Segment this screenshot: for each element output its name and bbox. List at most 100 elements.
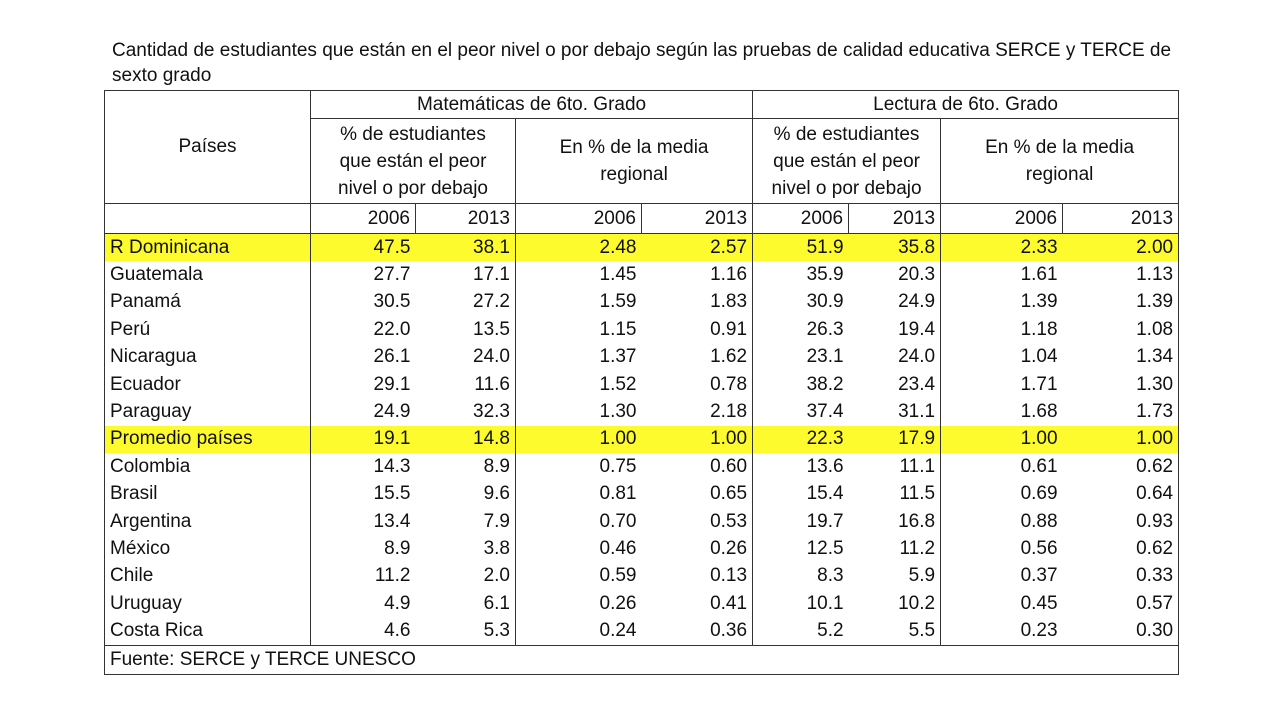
table-row: Panamá 30.5 27.2 1.59 1.83 30.9 24.9 1.39 1.39	[104, 288, 1180, 317]
value-cell: 16.8	[848, 507, 942, 536]
value-cell: 0.56	[1020, 537, 1058, 559]
value-cell: 10.1	[806, 592, 844, 614]
value-cell: 24.0	[848, 343, 942, 371]
value-cell: 30.9	[806, 291, 844, 313]
value-cell: 22.0	[373, 318, 411, 340]
table-row: Promedio países 19.1 14.8 1.00 1.00 22.3 17.9 1…	[104, 425, 1180, 454]
table-row: Colombia 14.3 8.9 0.75 0.60 13.6 11.1 0.61 0.62	[104, 453, 1180, 481]
value-cell: 0.24	[599, 620, 637, 642]
header-text-line: % de estudiantes	[340, 123, 486, 145]
value-cell: 1.37	[599, 346, 637, 368]
value-cell: 1.73	[1062, 398, 1180, 426]
value-cell: 1.34	[1062, 343, 1180, 371]
table-row: R Dominicana 47.5 38.1 2.48 2.57 51.9 35.8 2.33…	[104, 233, 1180, 262]
value-cell: 10.2	[848, 590, 942, 618]
country-cell: Ecuador	[104, 370, 311, 399]
table-row: Perú 22.0 13.5 1.15 0.91 26.3 19.4 1.18 1.08	[104, 316, 1180, 344]
value-cell: 7.9	[415, 507, 516, 536]
value-cell: 1.18	[1020, 318, 1058, 340]
value-cell: 26.3	[806, 318, 844, 340]
value-cell: 0.45	[1020, 592, 1058, 614]
header-text-line: nivel o por debajo	[338, 177, 488, 199]
table-row: Uruguay 4.9 6.1 0.26 0.41 10.1 10.2 0.45 0.57	[104, 590, 1180, 618]
value-cell: 0.62	[1062, 535, 1180, 563]
country-cell: Brasil	[104, 480, 311, 508]
value-cell: 19.7	[806, 510, 844, 532]
value-cell: 5.9	[848, 562, 942, 591]
value-cell: 0.62	[1062, 453, 1180, 481]
value-cell: 0.23	[1020, 620, 1058, 642]
country-cell: México	[104, 535, 311, 563]
country-cell: Chile	[104, 562, 311, 591]
header-empty-cell	[104, 203, 311, 234]
header-lec-media: En % de la media regional	[940, 118, 1180, 204]
value-cell: 31.1	[848, 398, 942, 426]
value-cell: 23.4	[848, 370, 942, 399]
value-cell: 11.2	[374, 565, 411, 587]
table-row: Chile 11.2 2.0 0.59 0.13 8.3 5.9 0.37 0.33	[104, 562, 1180, 591]
value-cell: 1.59	[599, 291, 637, 313]
value-cell: 0.13	[641, 562, 754, 591]
header-mat-media: En % de la media regional	[514, 118, 754, 204]
value-cell: 0.41	[641, 590, 754, 618]
country-cell: Colombia	[104, 453, 311, 481]
value-cell: 11.5	[848, 480, 942, 508]
value-cell: 27.2	[415, 288, 516, 317]
value-cell: 5.3	[415, 617, 516, 646]
value-cell: 1.00	[1062, 425, 1180, 454]
value-cell: 1.39	[1020, 291, 1058, 313]
value-cell: 8.3	[817, 565, 844, 587]
value-cell: 1.00	[940, 425, 1063, 454]
value-cell: 0.81	[599, 483, 637, 505]
value-cell: 1.45	[599, 264, 637, 286]
table-row: Brasil 15.5 9.6 0.81 0.65 15.4 11.5 0.69 0.64	[104, 480, 1180, 508]
value-cell: 17.9	[848, 425, 942, 454]
header-lec-pct: % de estudiantes que están el peor nivel…	[752, 118, 942, 204]
year-header: 2013	[848, 203, 942, 234]
year-header: 2006	[310, 203, 416, 234]
value-cell: 1.16	[641, 261, 754, 289]
value-cell: 9.6	[415, 480, 516, 508]
value-cell: 35.8	[848, 233, 942, 262]
value-cell: 30.5	[373, 291, 411, 313]
value-cell: 13.4	[373, 510, 411, 532]
value-cell: 6.1	[415, 590, 516, 618]
year-header: 2013	[640, 203, 754, 234]
value-cell: 1.08	[1062, 316, 1180, 344]
value-cell: 17.1	[415, 261, 516, 289]
country-cell: Paraguay	[104, 398, 311, 426]
value-cell: 1.04	[1020, 346, 1058, 368]
value-cell: 1.83	[641, 288, 754, 317]
value-cell: 38.2	[806, 373, 844, 395]
header-text-line: regional	[1025, 164, 1094, 185]
header-matematicas: Matemáticas de 6to. Grado	[309, 90, 754, 119]
header-text-line: % de estudiantes	[773, 123, 920, 145]
value-cell: 1.30	[599, 401, 637, 423]
value-cell: 0.57	[1062, 590, 1180, 618]
value-cell: 23.1	[806, 346, 844, 368]
year-header: 2006	[752, 203, 850, 234]
value-cell: 0.60	[641, 453, 754, 481]
year-header: 2013	[1062, 203, 1180, 234]
value-cell: 12.5	[806, 537, 844, 559]
year-header: 2006	[515, 203, 642, 234]
value-cell: 2.33	[940, 233, 1063, 262]
value-cell: 20.3	[848, 261, 942, 289]
header-paises: Países	[104, 90, 311, 204]
value-cell: 13.6	[806, 455, 844, 477]
year-header: 2006	[940, 203, 1064, 234]
value-cell: 0.91	[641, 316, 754, 344]
value-cell: 19.4	[848, 316, 942, 344]
value-cell: 0.93	[1062, 507, 1180, 536]
value-cell: 1.00	[641, 425, 754, 454]
value-cell: 1.68	[1020, 401, 1058, 423]
header-text-line: que están el peor	[773, 150, 920, 172]
value-cell: 24.0	[415, 343, 516, 371]
data-table: Países Matemáticas de 6to. Grado Lectura…	[103, 90, 1180, 675]
value-cell: 47.5	[310, 233, 416, 262]
value-cell: 0.46	[599, 537, 637, 559]
country-cell: Perú	[104, 316, 311, 344]
value-cell: 0.61	[1020, 455, 1058, 477]
value-cell: 0.75	[599, 455, 637, 477]
value-cell: 4.9	[384, 592, 411, 614]
